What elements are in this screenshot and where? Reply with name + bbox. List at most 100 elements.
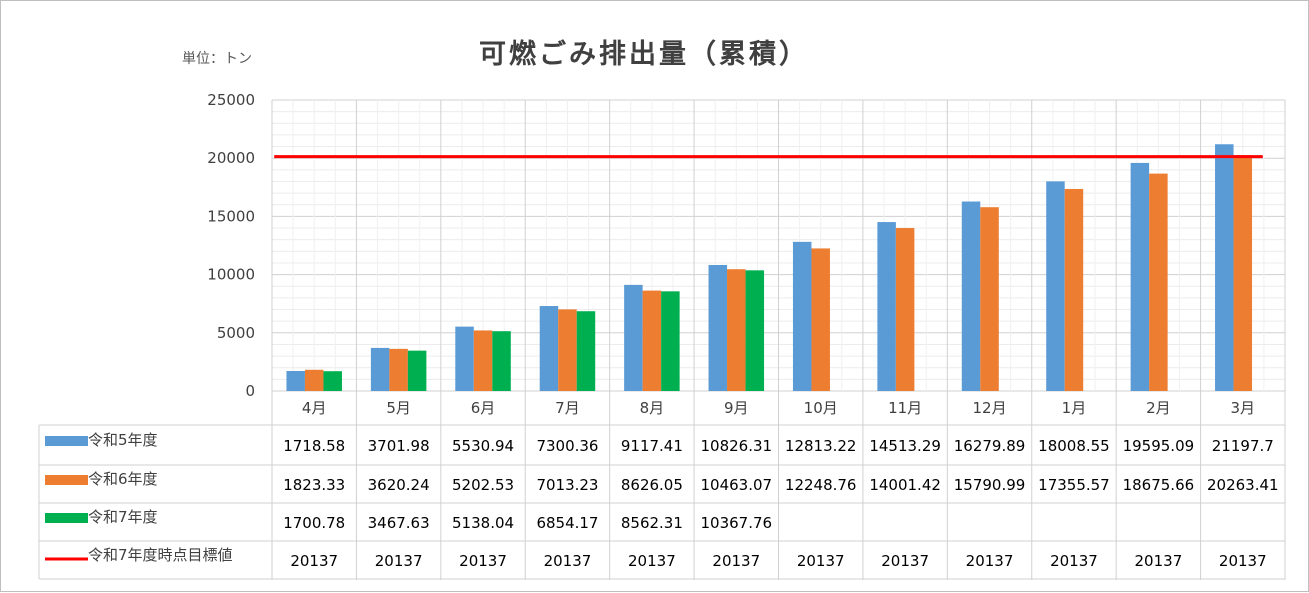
data-cell: 7300.36 (536, 437, 598, 455)
bar-令和5年度-11月 (877, 222, 896, 391)
bar-令和5年度-3月 (1215, 144, 1234, 391)
data-cell: 14513.29 (869, 437, 941, 455)
data-cell: 16279.89 (954, 437, 1026, 455)
x-tick-label: 2月 (1146, 399, 1171, 417)
data-cell: 18675.66 (1123, 476, 1195, 494)
data-cell: 1700.78 (283, 514, 345, 532)
data-cell: 14001.42 (869, 476, 941, 494)
bar-令和5年度-7月 (539, 306, 559, 391)
data-cell: 5138.04 (452, 514, 514, 532)
data-cell: 15790.99 (954, 476, 1026, 494)
data-cell: 9117.41 (621, 437, 683, 455)
x-tick-label: 9月 (724, 399, 749, 417)
bar-令和7年度-9月 (745, 270, 765, 391)
data-cell: 20263.41 (1207, 476, 1279, 494)
x-tick-label: 1月 (1062, 399, 1087, 417)
data-cell: 10367.76 (701, 514, 773, 532)
x-tick-label: 8月 (640, 399, 665, 417)
data-cell: 19595.09 (1123, 437, 1195, 455)
bar-令和6年度-7月 (558, 309, 577, 391)
data-cell: 1718.58 (283, 437, 345, 455)
bar-令和7年度-6月 (492, 331, 511, 391)
data-cell: 10826.31 (701, 437, 773, 455)
y-axis: 25000 20000 15000 10000 5000 0 (207, 91, 255, 400)
data-cell: 20137 (797, 552, 845, 570)
bar-令和5年度-5月 (370, 347, 390, 391)
legend-key (45, 475, 88, 485)
legend-label: 令和7年度 (88, 508, 158, 526)
legend-key (45, 436, 88, 446)
bar-令和5年度-4月 (286, 370, 305, 391)
data-cell: 12248.76 (785, 476, 857, 494)
bar-令和6年度-5月 (389, 348, 408, 391)
bar-令和6年度-4月 (304, 369, 324, 391)
x-tick-label: 10月 (804, 399, 838, 417)
bars (286, 144, 1253, 391)
data-cell: 7013.23 (536, 476, 598, 494)
data-cell: 8626.05 (621, 476, 683, 494)
grid-layer (271, 99, 1286, 580)
x-tick-label: 11月 (888, 399, 922, 417)
data-cell: 20137 (1219, 552, 1267, 570)
y-tick-label: 10000 (207, 266, 255, 284)
bar-令和6年度-8月 (642, 290, 662, 391)
y-tick-label: 15000 (207, 207, 255, 225)
x-tick-label: 4月 (302, 399, 327, 417)
data-cell: 3620.24 (368, 476, 430, 494)
data-cell: 20137 (881, 552, 929, 570)
x-tick-label: 6月 (471, 399, 496, 417)
bar-令和7年度-7月 (576, 311, 596, 391)
y-tick-label: 20000 (207, 149, 255, 167)
data-cell: 20137 (712, 552, 760, 570)
data-cell: 20137 (459, 552, 507, 570)
bar-令和5年度-2月 (1130, 162, 1150, 391)
data-cell: 6854.17 (536, 514, 598, 532)
data-cell: 20137 (1050, 552, 1098, 570)
x-tick-label: 12月 (972, 399, 1006, 417)
legend-key (45, 513, 88, 523)
data-cell: 20137 (628, 552, 676, 570)
bar-令和7年度-5月 (407, 350, 427, 391)
data-cell: 20137 (290, 552, 338, 570)
chart-title: 可燃ごみ排出量（累積） (479, 38, 809, 70)
bar-令和5年度-12月 (961, 201, 981, 391)
x-tick-label: 3月 (1231, 399, 1256, 417)
data-cell: 20137 (375, 552, 423, 570)
data-cell: 17355.57 (1038, 476, 1110, 494)
legend-label: 令和6年度 (88, 470, 158, 488)
data-cell: 12813.22 (785, 437, 857, 455)
bar-令和6年度-12月 (980, 207, 999, 391)
bar-令和6年度-10月 (811, 248, 830, 391)
bar-令和6年度-11月 (895, 228, 915, 391)
data-cell: 20137 (544, 552, 592, 570)
data-cell: 5530.94 (452, 437, 514, 455)
bar-令和6年度-2月 (1149, 173, 1168, 391)
legend-label: 令和7年度時点目標値 (88, 546, 233, 564)
data-cell: 18008.55 (1038, 437, 1110, 455)
bar-令和5年度-10月 (792, 241, 812, 391)
data-cell: 3467.63 (368, 514, 430, 532)
data-cell: 20137 (966, 552, 1014, 570)
bar-令和5年度-9月 (708, 264, 728, 391)
data-cell: 21197.7 (1212, 437, 1274, 455)
data-cell: 5202.53 (452, 476, 514, 494)
bar-令和5年度-8月 (624, 284, 643, 391)
y-tick-label: 0 (245, 382, 255, 400)
data-cell: 1823.33 (283, 476, 345, 494)
bar-令和6年度-9月 (727, 269, 746, 391)
bar-令和6年度-1月 (1064, 188, 1084, 391)
data-cell: 3701.98 (368, 437, 430, 455)
unit-label: 単位：トン (182, 51, 252, 67)
data-cell: 8562.31 (621, 514, 683, 532)
x-tick-label: 7月 (555, 399, 580, 417)
x-tick-label: 5月 (386, 399, 411, 417)
bar-令和6年度-6月 (473, 330, 493, 391)
bar-令和5年度-6月 (455, 326, 474, 391)
bar-令和5年度-1月 (1046, 181, 1065, 391)
y-tick-label: 25000 (207, 91, 255, 109)
data-cell: 10463.07 (701, 476, 773, 494)
y-tick-label: 5000 (217, 324, 255, 342)
